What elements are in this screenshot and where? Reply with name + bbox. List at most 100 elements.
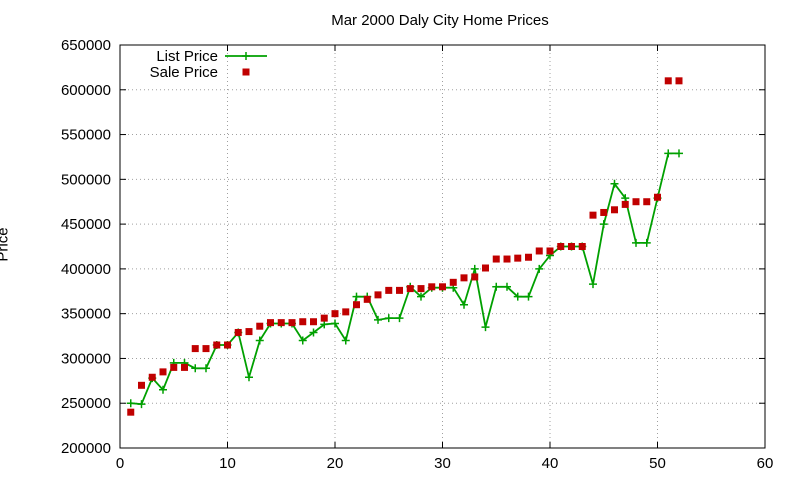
sale-price-point xyxy=(546,247,554,255)
list-price-point xyxy=(535,264,544,273)
sale-price-point xyxy=(406,285,414,293)
sale-price-point xyxy=(471,273,479,281)
list-price-point xyxy=(524,292,533,301)
sale-price-point xyxy=(191,345,199,353)
sale-price-point xyxy=(310,318,317,326)
sale-price-point xyxy=(138,381,145,389)
sale-price-point xyxy=(374,291,382,299)
y-tick-label: 500000 xyxy=(61,171,111,188)
list-price-point xyxy=(309,328,318,337)
sale-price-point xyxy=(127,408,135,416)
sale-price-point xyxy=(224,341,231,349)
list-price-point xyxy=(298,336,307,345)
y-tick-label: 400000 xyxy=(61,261,111,278)
x-tick-label: 50 xyxy=(649,455,666,472)
list-price-point xyxy=(589,280,597,289)
list-price-point xyxy=(460,300,468,309)
sale-price-point xyxy=(675,77,683,85)
sale-price-point xyxy=(428,283,436,291)
grid-lines xyxy=(120,45,765,448)
sale-price-point xyxy=(170,363,178,371)
list-price-point xyxy=(417,292,425,301)
list-price-point xyxy=(481,323,490,332)
sale-price-point xyxy=(234,328,242,336)
sale-price-point xyxy=(288,319,296,327)
sale-price-point xyxy=(439,283,446,291)
list-price-point xyxy=(621,194,630,203)
list-price-point xyxy=(675,149,683,158)
sale-price-point xyxy=(611,206,618,214)
sale-price-point xyxy=(600,208,608,216)
sale-price-point xyxy=(492,255,500,263)
sale-price-point xyxy=(621,200,629,208)
list-price-point xyxy=(513,292,522,301)
list-price-point xyxy=(395,314,404,323)
series-sale-price xyxy=(127,77,683,416)
y-tick-label: 300000 xyxy=(61,350,111,367)
legend-marker-list-price xyxy=(242,52,250,60)
list-price-point xyxy=(352,292,361,301)
sale-price-point xyxy=(363,295,371,303)
list-price-line xyxy=(130,152,679,406)
list-price-point xyxy=(384,314,393,323)
sale-price-point xyxy=(514,254,522,262)
sale-price-point xyxy=(535,247,543,255)
sale-price-point xyxy=(181,363,188,371)
list-price-point xyxy=(642,238,651,247)
list-price-point xyxy=(599,220,608,229)
legend-label-sale-price: Sale Price xyxy=(150,64,218,81)
sale-price-point xyxy=(632,198,640,206)
series-list-price xyxy=(126,149,683,409)
list-price-point xyxy=(331,319,339,328)
legend-label-list-price: List Price xyxy=(156,48,218,65)
list-price-point xyxy=(320,320,329,329)
x-tick-label: 40 xyxy=(542,455,559,472)
list-price-point xyxy=(255,336,264,345)
list-price-point xyxy=(503,282,511,291)
x-tick-label: 10 xyxy=(219,455,236,472)
y-tick-label: 650000 xyxy=(61,37,111,54)
sale-price-point xyxy=(568,243,575,250)
sale-price-point xyxy=(589,211,597,219)
sale-price-point xyxy=(482,264,489,272)
legend-marker-sale-price xyxy=(242,68,250,76)
list-price-point xyxy=(137,400,146,409)
sale-price-point xyxy=(557,243,565,250)
list-price-point xyxy=(632,238,640,247)
y-tick-label: 600000 xyxy=(61,82,111,99)
list-price-point xyxy=(159,385,167,394)
sale-price-point xyxy=(159,368,167,376)
x-tick-label: 20 xyxy=(327,455,344,472)
list-price-point xyxy=(245,373,253,382)
x-tick-label: 0 xyxy=(116,455,124,472)
sale-price-point xyxy=(331,310,339,318)
list-price-point xyxy=(610,179,619,188)
sale-price-point xyxy=(267,319,274,327)
x-tick-label: 60 xyxy=(757,455,774,472)
sale-price-point xyxy=(385,286,393,294)
sale-price-point xyxy=(320,314,328,322)
list-price-point xyxy=(126,399,135,408)
sale-price-point xyxy=(202,345,210,353)
list-price-point xyxy=(470,264,479,273)
sale-price-point xyxy=(342,308,350,316)
x-tick-label: 30 xyxy=(434,455,451,472)
series-layer xyxy=(126,77,683,416)
sale-price-point xyxy=(654,193,661,201)
y-tick-label: 550000 xyxy=(61,127,111,144)
y-tick-label: 200000 xyxy=(61,440,111,457)
chart-title: Mar 2000 Daly City Home Prices xyxy=(331,12,549,29)
axis-ticks: 200000 250000 300000 350000 400000 450000 5000… xyxy=(61,37,773,472)
sale-price-point xyxy=(396,286,403,294)
list-price-point xyxy=(341,336,350,345)
sale-price-point xyxy=(353,301,360,309)
list-price-point xyxy=(492,282,501,291)
list-price-point xyxy=(374,315,382,324)
list-price-point xyxy=(191,364,200,373)
sale-price-point xyxy=(525,253,532,261)
sale-price-point xyxy=(417,285,425,293)
y-tick-label: 450000 xyxy=(61,216,111,233)
sale-price-point xyxy=(460,274,468,282)
